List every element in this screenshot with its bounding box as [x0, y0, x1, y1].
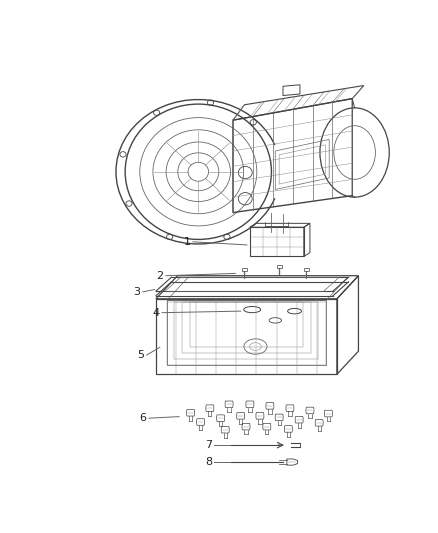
Text: 7: 7 [205, 440, 212, 450]
Text: 6: 6 [140, 413, 147, 423]
Text: 2: 2 [156, 271, 164, 281]
Text: 4: 4 [153, 308, 160, 318]
Text: 5: 5 [138, 350, 145, 360]
Text: 8: 8 [205, 457, 212, 467]
Text: 3: 3 [134, 287, 141, 297]
Text: 1: 1 [184, 237, 191, 247]
